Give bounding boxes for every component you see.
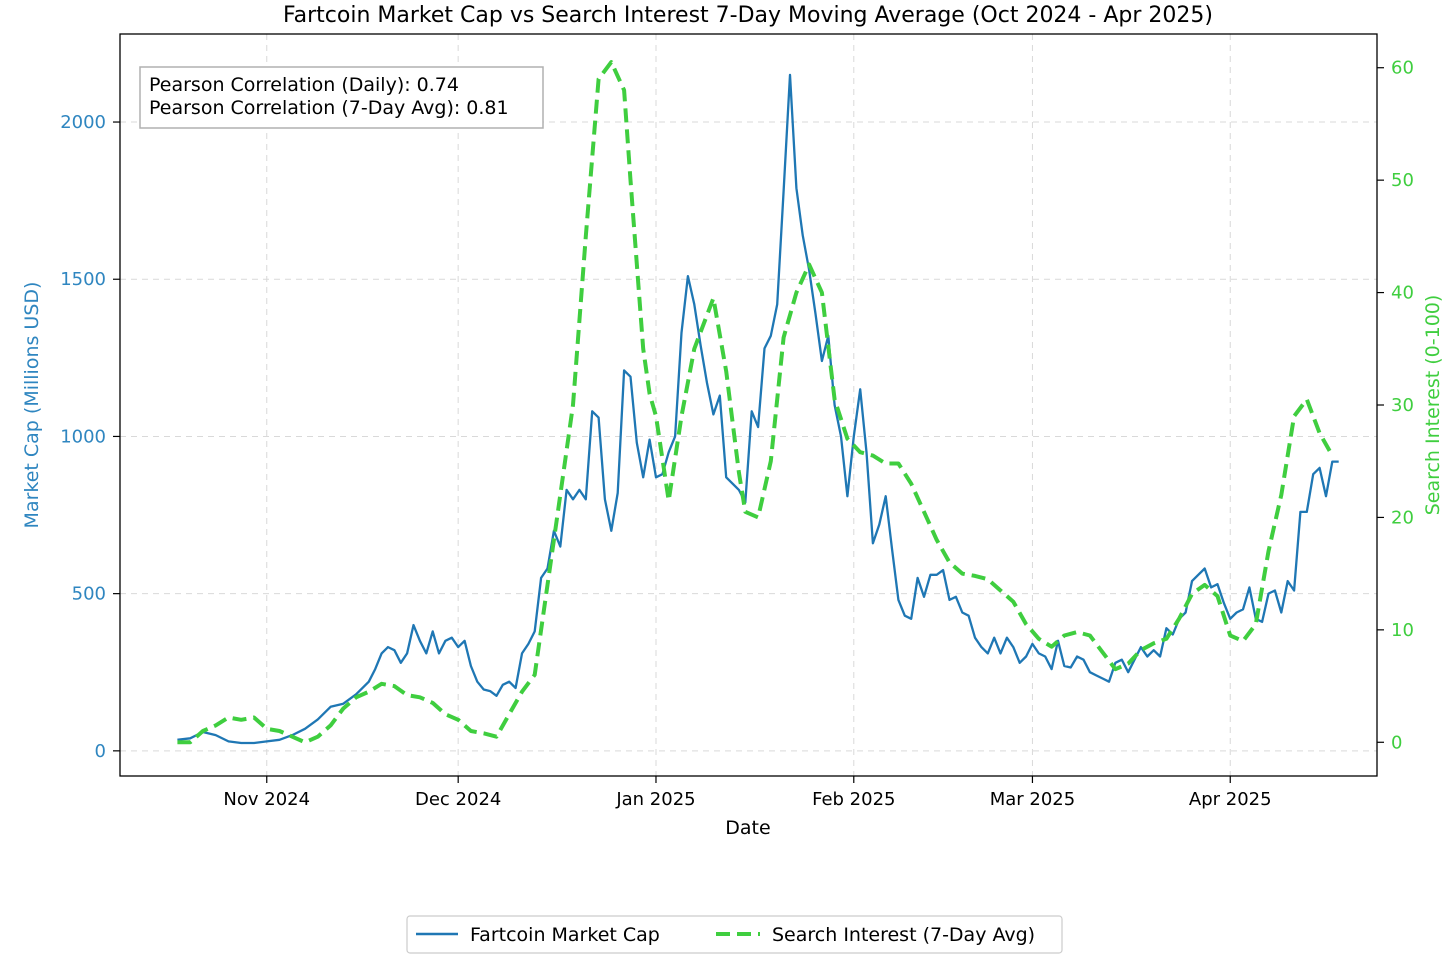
y-axis-label-left: Market Cap (Millions USD)	[21, 282, 43, 529]
legend-label-search: Search Interest (7-Day Avg)	[772, 924, 1035, 946]
y-tick-label-right: 0	[1391, 732, 1402, 753]
y-tick-label-left: 0	[95, 741, 106, 762]
legend-frame	[406, 915, 1063, 954]
y-tick-label-left: 1500	[60, 269, 106, 290]
annotation-frame	[139, 66, 544, 129]
y-tick-label-left: 500	[72, 584, 106, 605]
x-tick-label: Nov 2024	[223, 789, 310, 810]
y-tick-label-left: 1000	[60, 426, 106, 447]
grid-layer	[120, 34, 1377, 776]
y-tick-label-right: 60	[1391, 58, 1414, 79]
plot-frame	[119, 33, 1378, 777]
y-tick-label-right: 10	[1391, 620, 1414, 641]
x-tick-label: Jan 2025	[615, 789, 695, 810]
series-line-search-interest	[177, 60, 1335, 745]
y-axis-label-right: Search Interest (0-100)	[1422, 295, 1444, 516]
axis-layer: 0 500 1000 1500 2000 0 10 20 30 40 50 60 Nov 2024 Dec…	[60, 58, 1414, 810]
series-line-market-cap	[177, 73, 1339, 745]
legend-label-market-cap: Fartcoin Market Cap	[470, 924, 660, 946]
y-tick-label-right: 50	[1391, 170, 1414, 191]
y-tick-label-right: 30	[1391, 395, 1414, 416]
chart-title: Fartcoin Market Cap vs Search Interest 7…	[283, 3, 1213, 28]
correlation-annotation: Pearson Correlation (Daily): 0.74 Pearso…	[139, 66, 544, 129]
annotation-line-7day: Pearson Correlation (7-Day Avg): 0.81	[149, 97, 509, 119]
x-tick-label: Feb 2025	[812, 789, 895, 810]
x-axis-label: Date	[725, 817, 770, 839]
legend: Fartcoin Market Cap Search Interest (7-D…	[406, 915, 1063, 954]
y-tick-label-right: 40	[1391, 283, 1414, 304]
series-layer	[177, 60, 1339, 745]
x-tick-label: Dec 2024	[415, 789, 501, 810]
x-tick-label: Apr 2025	[1189, 789, 1272, 810]
annotation-line-daily: Pearson Correlation (Daily): 0.74	[149, 74, 459, 96]
x-tick-label: Mar 2025	[990, 789, 1076, 810]
y-tick-label-left: 2000	[60, 112, 106, 133]
y-tick-label-right: 20	[1391, 507, 1414, 528]
